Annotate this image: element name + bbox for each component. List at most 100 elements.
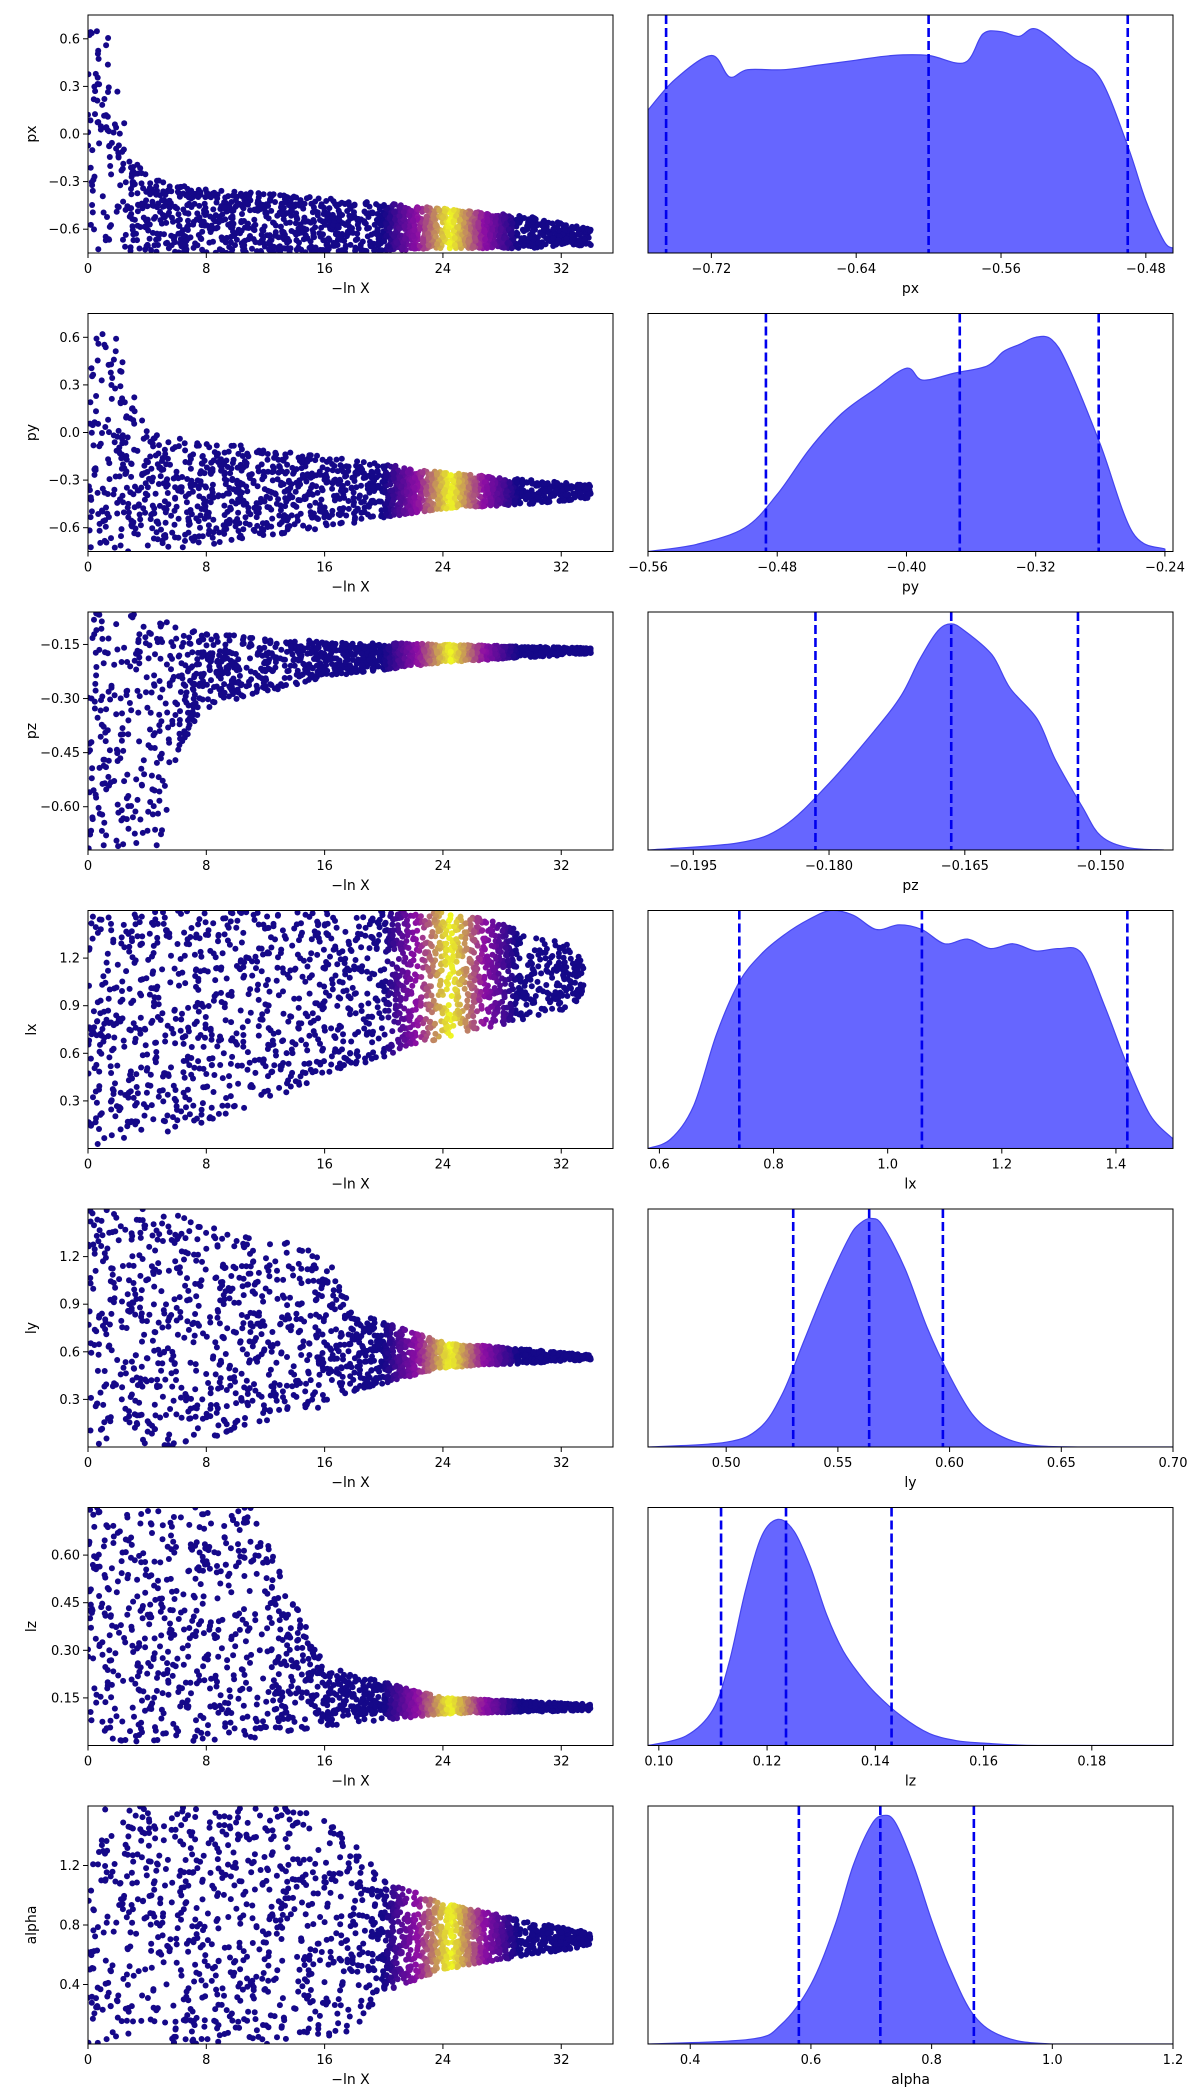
scatter-point	[128, 164, 134, 171]
scatter-point	[210, 529, 217, 536]
scatter-point	[126, 213, 133, 220]
scatter-point	[145, 808, 152, 815]
scatter-point	[504, 488, 510, 495]
scatter-point	[436, 207, 443, 214]
scatter-point	[93, 408, 99, 415]
scatter-point	[142, 480, 149, 487]
scatter-point	[347, 644, 354, 651]
scatter-point	[345, 199, 352, 206]
scatter-point	[120, 160, 127, 167]
scatter-point	[472, 503, 479, 510]
px-scatter-xtick-label: 0	[84, 262, 92, 277]
scatter-point	[172, 204, 179, 211]
scatter-point	[136, 738, 143, 745]
scatter-point	[391, 233, 398, 240]
scatter-point	[147, 744, 154, 751]
scatter-point	[340, 651, 347, 657]
scatter-point	[415, 499, 422, 506]
scatter-point	[382, 506, 389, 513]
scatter-point	[207, 650, 214, 657]
scatter-point	[509, 220, 516, 227]
scatter-point	[277, 223, 284, 230]
scatter-point	[215, 492, 222, 499]
scatter-point	[88, 775, 95, 782]
py-scatter-xtick-label: 24	[435, 561, 452, 576]
scatter-point	[135, 487, 142, 494]
scatter-point	[267, 681, 274, 688]
scatter-point	[227, 233, 234, 240]
scatter-point	[138, 180, 145, 187]
py-scatter-xtick-label: 0	[84, 561, 92, 576]
scatter-point	[112, 473, 119, 480]
scatter-point	[349, 225, 355, 232]
scatter-point	[180, 632, 187, 639]
scatter-point	[278, 468, 285, 475]
scatter-point	[221, 469, 228, 476]
scatter-point	[254, 248, 260, 253]
scatter-point	[278, 200, 285, 207]
scatter-point	[220, 522, 227, 529]
scatter-point	[91, 471, 98, 478]
scatter-point	[546, 498, 553, 505]
scatter-point	[136, 693, 143, 700]
scatter-point	[318, 508, 325, 515]
scatter-point	[354, 505, 361, 512]
scatter-point	[88, 365, 95, 372]
scatter-point	[93, 28, 100, 35]
scatter-point	[229, 477, 236, 484]
scatter-point	[440, 234, 446, 240]
scatter-point	[231, 632, 237, 639]
scatter-point	[198, 236, 205, 242]
scatter-point	[99, 430, 105, 436]
scatter-point	[449, 485, 456, 492]
scatter-point	[347, 662, 353, 669]
scatter-point	[114, 499, 121, 506]
scatter-point	[251, 216, 258, 223]
scatter-point	[189, 649, 196, 656]
scatter-point	[240, 640, 247, 647]
scatter-point	[88, 117, 94, 124]
scatter-point	[378, 247, 385, 253]
scatter-point	[550, 226, 557, 233]
scatter-point	[155, 177, 162, 184]
scatter-point	[137, 224, 144, 230]
kde-area-py	[648, 335, 1166, 552]
scatter-point	[125, 717, 132, 724]
scatter-point	[406, 212, 413, 219]
scatter-point	[128, 461, 135, 467]
scatter-point	[519, 479, 526, 486]
scatter-point	[165, 187, 172, 194]
scatter-point	[151, 672, 158, 679]
scatter-point	[136, 245, 143, 252]
scatter-point	[183, 246, 190, 253]
scatter-point	[162, 519, 169, 526]
scatter-point	[210, 642, 217, 648]
scatter-point	[259, 520, 266, 527]
scatter-point	[374, 468, 381, 475]
scatter-point	[235, 528, 242, 534]
scatter-point	[304, 644, 311, 651]
scatter-point	[179, 241, 186, 247]
scatter-point	[313, 483, 320, 490]
scatter-point	[309, 491, 316, 498]
scatter-point	[175, 534, 182, 541]
scatter-point	[105, 514, 112, 520]
scatter-point	[506, 479, 513, 486]
scatter-point	[153, 759, 160, 766]
scatter-point	[99, 693, 106, 700]
scatter-point	[242, 249, 249, 253]
scatter-point	[308, 484, 315, 491]
scatter-point	[285, 515, 291, 522]
scatter-point	[159, 827, 165, 834]
scatter-point	[235, 656, 242, 663]
scatter-point	[306, 502, 313, 509]
scatter-point	[406, 223, 412, 230]
scatter-point	[547, 486, 553, 493]
scatter-point	[110, 491, 117, 498]
scatter-point	[207, 499, 214, 506]
scatter-point	[545, 219, 552, 226]
scatter-point	[209, 481, 216, 488]
scatter-point	[263, 201, 270, 208]
scatter-point	[188, 714, 195, 721]
scatter-point	[228, 680, 235, 687]
